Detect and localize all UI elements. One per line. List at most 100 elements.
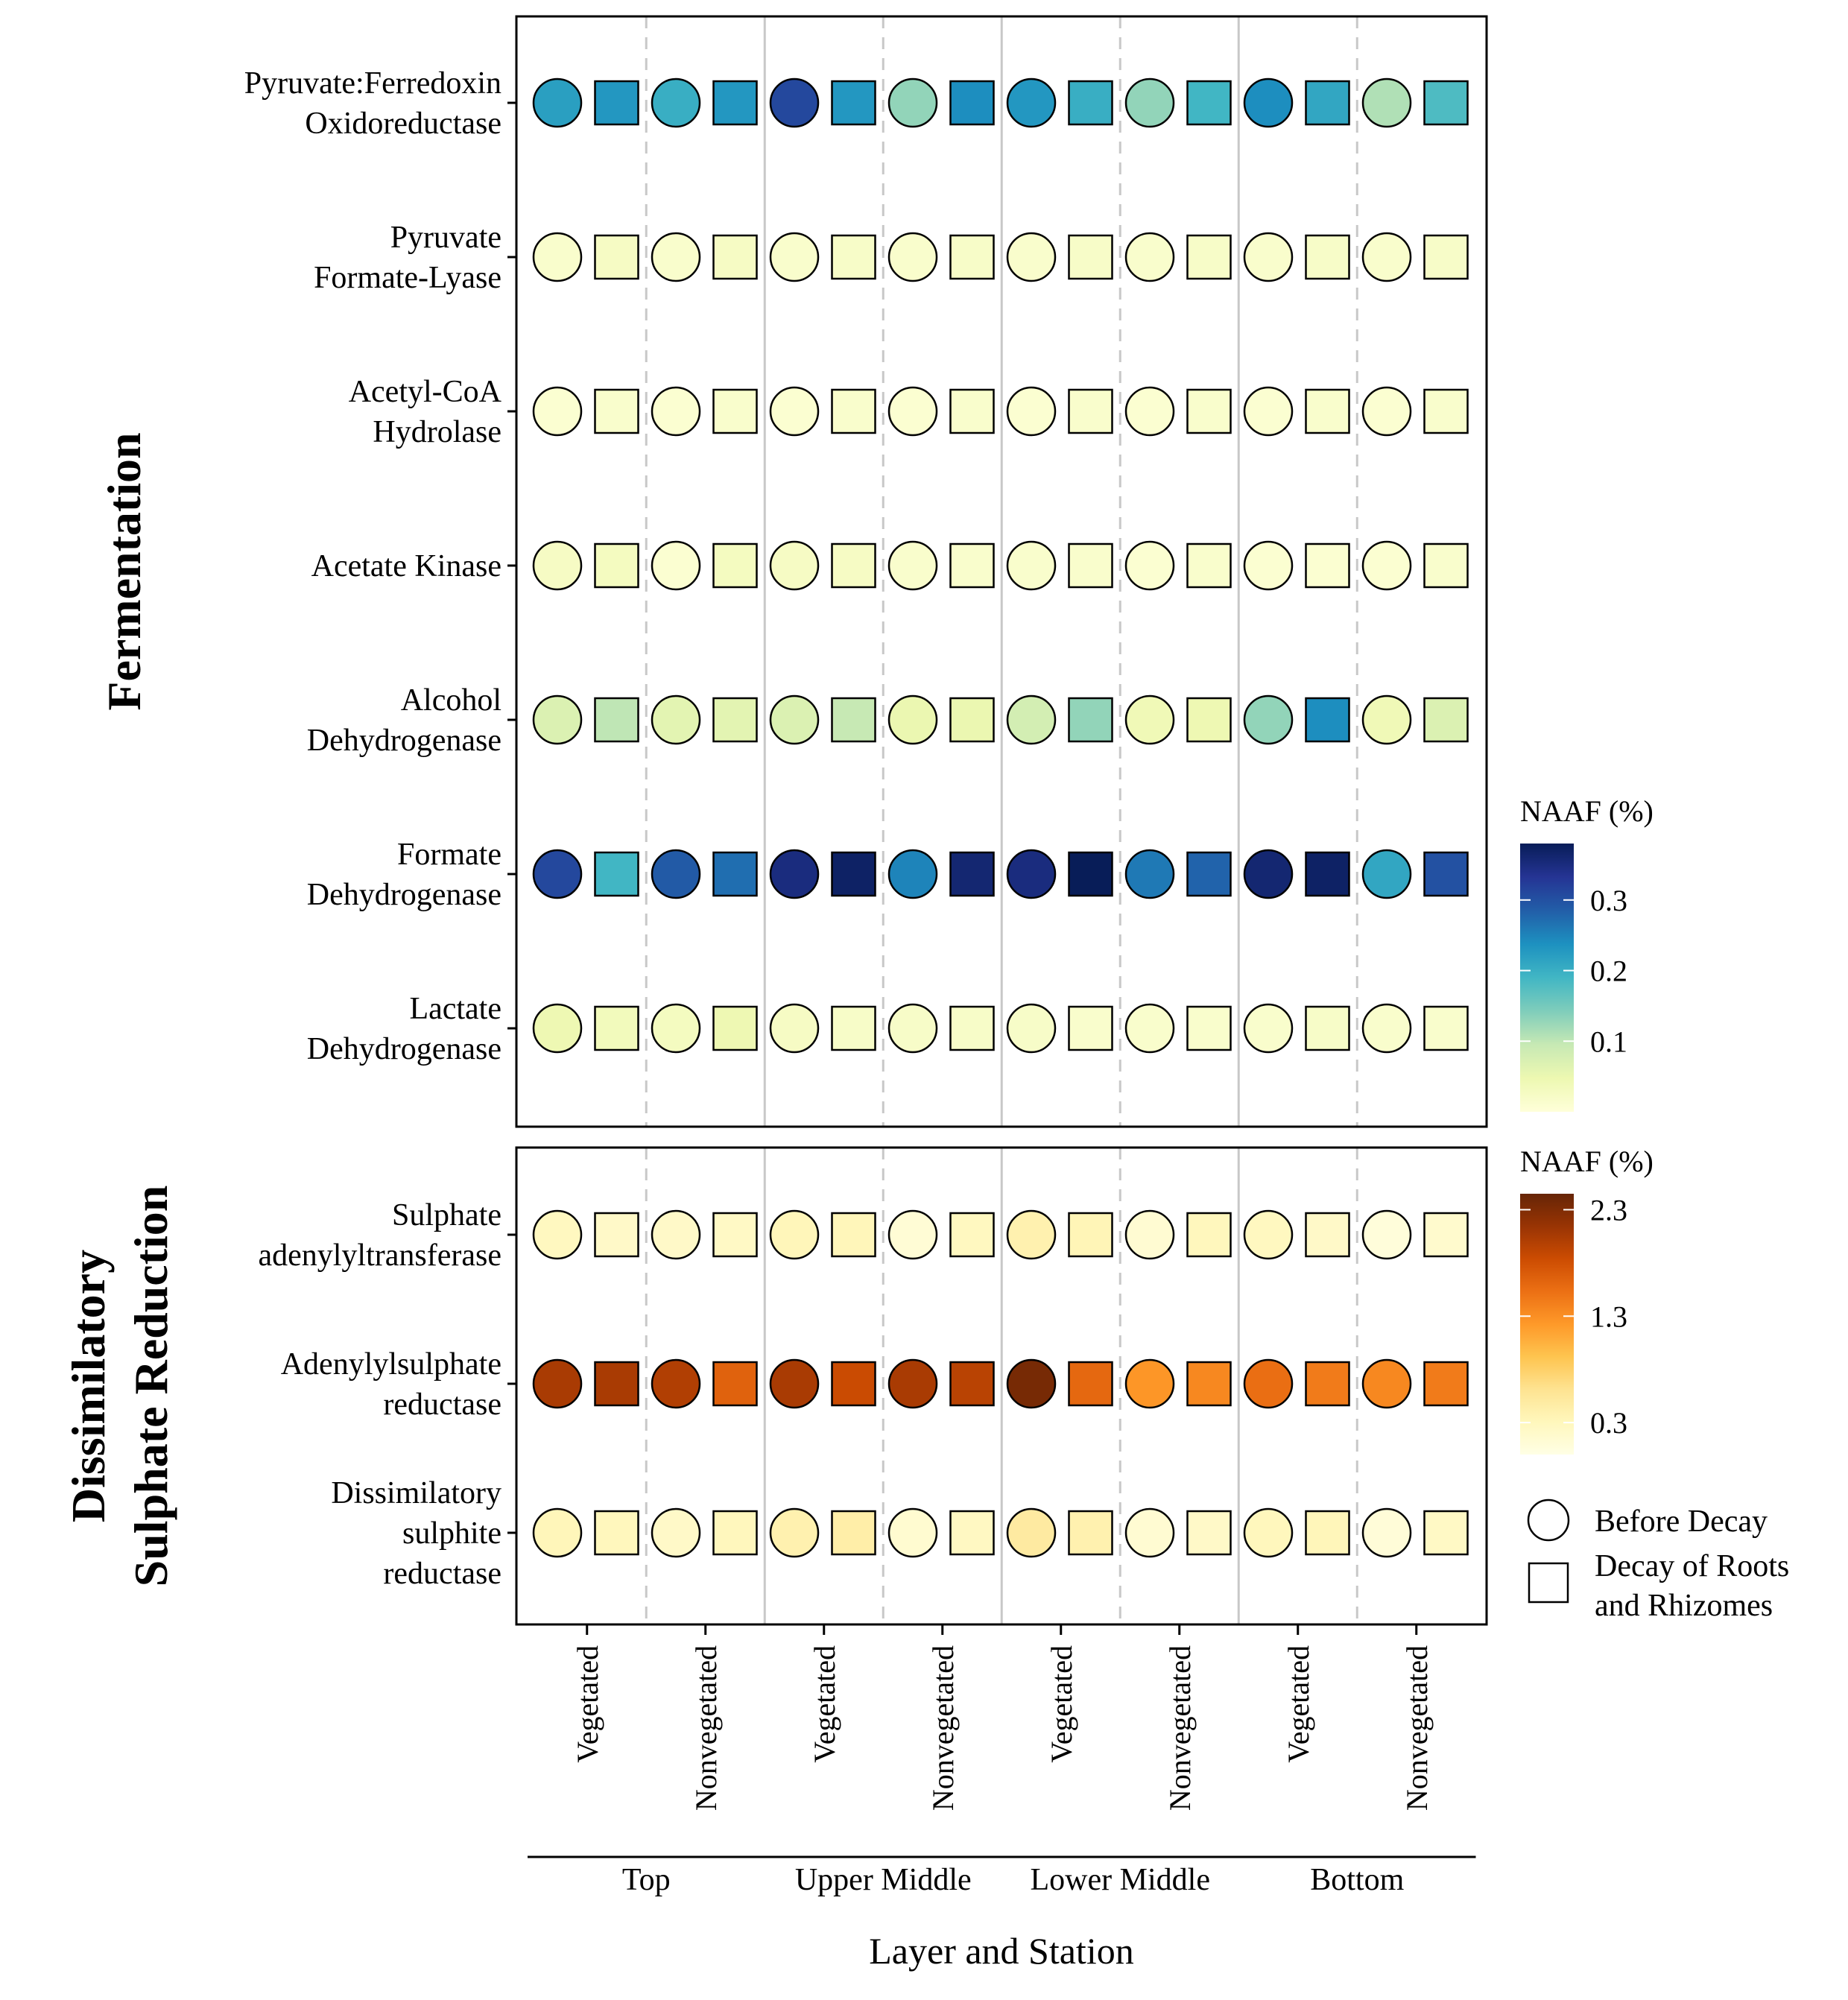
data-point-circle: [1124, 1003, 1175, 1054]
data-point-circle: [651, 694, 701, 745]
x-tick-label: Vegetated: [1282, 1645, 1315, 1763]
data-point-square: [1186, 542, 1232, 589]
data-point-circle: [887, 1003, 938, 1054]
data-point-circle: [1006, 849, 1057, 899]
data-point-square: [594, 542, 639, 589]
data-point-circle: [651, 1507, 701, 1558]
layer-label: Upper Middle: [795, 1863, 972, 1897]
data-point-circle: [887, 849, 938, 899]
y-tick-label: Pyruvate: [390, 221, 501, 255]
data-point-circle: [1361, 386, 1412, 437]
y-tick-label: reductase: [383, 1387, 501, 1422]
data-point-circle: [1361, 849, 1412, 899]
legend-label-decay-2: and Rhizomes: [1595, 1589, 1773, 1623]
data-point-square: [949, 234, 995, 280]
color-bar: [1520, 1194, 1574, 1455]
data-point-circle: [887, 232, 938, 282]
y-tick-label: Sulphate: [392, 1198, 501, 1232]
panel-0-marks: Pyruvate:Ferredoxin Oxidoreductase Pyruvat…: [244, 66, 1469, 1066]
y-tick-label: adenylyltransferase: [258, 1238, 501, 1273]
y-tick-label: reductase: [383, 1557, 501, 1591]
data-point-square: [1423, 851, 1469, 897]
data-point-square: [712, 1361, 758, 1407]
data-point-square: [1068, 388, 1113, 434]
data-point-circle: [532, 232, 583, 282]
data-point-circle: [769, 1358, 820, 1409]
data-point-square: [1186, 1212, 1232, 1258]
data-point-square: [1423, 697, 1469, 743]
data-point-square: [1305, 388, 1350, 434]
data-point-square: [1068, 851, 1113, 897]
data-point-square: [1423, 1510, 1469, 1556]
legend-title: NAAF (%): [1520, 794, 1654, 828]
data-point-square: [594, 80, 639, 126]
data-point-square: [831, 542, 876, 589]
data-point-circle: [1243, 540, 1294, 591]
data-point-circle: [532, 849, 583, 899]
y-tick-label: Dehydrogenase: [307, 1032, 501, 1066]
data-point-square: [1305, 1361, 1350, 1407]
x-tick-label: Vegetated: [571, 1645, 604, 1763]
data-point-square: [831, 697, 876, 743]
x-tick-label: Vegetated: [1045, 1645, 1078, 1763]
data-point-circle: [1006, 1003, 1057, 1054]
data-point-circle: [1006, 1358, 1057, 1409]
y-tick-label: Acetyl-CoA: [349, 375, 502, 409]
data-point-circle: [1124, 540, 1175, 591]
data-point-square: [1305, 1212, 1350, 1258]
data-point-square: [1186, 1005, 1232, 1051]
data-point-circle: [1124, 77, 1175, 128]
y-tick-label: Lactate: [409, 992, 501, 1026]
data-point-circle: [1361, 694, 1412, 745]
data-point-square: [594, 1212, 639, 1258]
data-point-square: [712, 388, 758, 434]
data-point-square: [1305, 1005, 1350, 1051]
data-point-circle: [1243, 694, 1294, 745]
y-tick-label: Formate-Lyase: [314, 261, 501, 295]
data-point-square: [949, 1005, 995, 1051]
data-point-square: [949, 1361, 995, 1407]
data-point-circle: [769, 77, 820, 128]
data-point-square: [1423, 1212, 1469, 1258]
data-point-circle: [1243, 77, 1294, 128]
data-point-square: [712, 80, 758, 126]
color-legend-1: NAAF (%) 0.3 1.3 2.3: [1520, 1145, 1654, 1455]
data-point-square: [1186, 1510, 1232, 1556]
shape-legend: Before Decay Decay of Roots and Rhizomes: [1527, 1499, 1789, 1623]
data-point-circle: [1361, 540, 1412, 591]
data-point-circle: [532, 386, 583, 437]
data-point-square: [1068, 1212, 1113, 1258]
data-point-circle: [887, 1358, 938, 1409]
data-point-square: [594, 388, 639, 434]
data-point-square: [1068, 1361, 1113, 1407]
data-point-square: [1068, 1510, 1113, 1556]
data-point-square: [712, 1212, 758, 1258]
legend-circle-key: [1527, 1499, 1570, 1542]
data-point-square: [1186, 388, 1232, 434]
data-point-circle: [769, 1003, 820, 1054]
y-tick-label: Alcohol: [401, 683, 501, 718]
data-point-square: [1423, 1361, 1469, 1407]
data-point-circle: [651, 1003, 701, 1054]
y-tick-label: Dehydrogenase: [307, 878, 501, 912]
data-point-square: [594, 1510, 639, 1556]
data-point-circle: [1243, 1003, 1294, 1054]
y-tick-label: Pyruvate:Ferredoxin: [244, 66, 501, 101]
data-point-circle: [1006, 694, 1057, 745]
data-point-circle: [1361, 77, 1412, 128]
data-point-square: [1423, 542, 1469, 589]
y-tick-label: Adenylylsulphate: [281, 1347, 501, 1382]
data-point-square: [712, 234, 758, 280]
x-tick-label: Nonvegetated: [1400, 1645, 1434, 1811]
data-point-circle: [532, 77, 583, 128]
data-point-circle: [887, 1209, 938, 1260]
x-axis-title: Layer and Station: [869, 1930, 1133, 1972]
data-point-circle: [769, 232, 820, 282]
data-point-circle: [532, 1003, 583, 1054]
data-point-circle: [1124, 1209, 1175, 1260]
data-point-circle: [1361, 1003, 1412, 1054]
data-point-square: [949, 697, 995, 743]
x-tick-label: Nonvegetated: [689, 1645, 723, 1811]
panel-1-marks: Sulphate adenylyltransferase Adenylylsulph…: [258, 1198, 1469, 1591]
